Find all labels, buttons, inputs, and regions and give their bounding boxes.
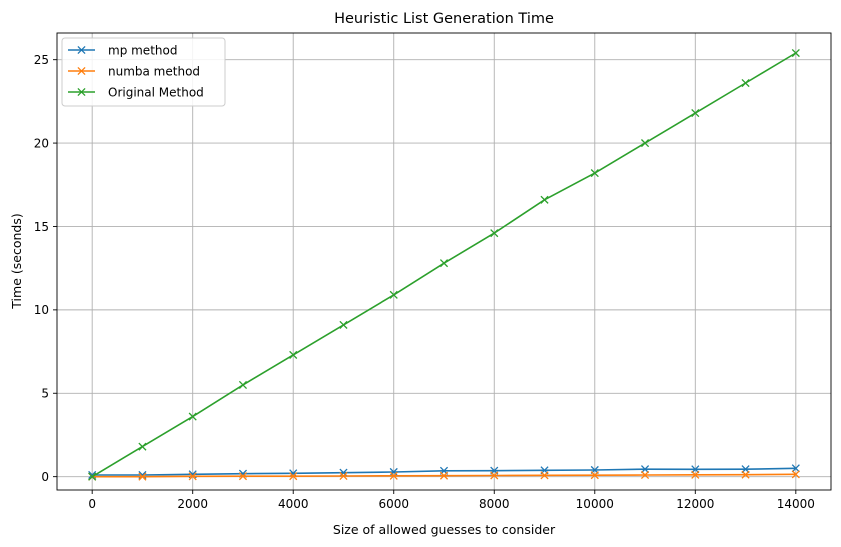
data-point bbox=[439, 471, 449, 480]
data-point bbox=[791, 470, 800, 479]
y-tick-label: 25 bbox=[34, 53, 49, 67]
legend-label: Original Method bbox=[108, 85, 204, 99]
y-tick-label: 10 bbox=[34, 303, 49, 317]
data-point bbox=[138, 472, 147, 481]
data-point bbox=[289, 472, 298, 481]
x-tick-label: 12000 bbox=[676, 497, 714, 511]
data-point bbox=[640, 470, 650, 480]
data-point bbox=[188, 412, 197, 421]
data-point bbox=[640, 139, 650, 148]
legend-swatch-marker bbox=[77, 66, 86, 76]
x-tick-label: 14000 bbox=[777, 497, 815, 511]
data-point bbox=[289, 350, 298, 359]
data-point bbox=[590, 169, 599, 178]
legend: mp method numba method Original Method bbox=[61, 37, 226, 107]
data-point bbox=[439, 259, 449, 268]
data-point bbox=[389, 290, 398, 299]
data-point bbox=[88, 472, 97, 481]
data-point bbox=[490, 229, 499, 238]
legend-swatch-marker bbox=[77, 45, 86, 55]
data-point bbox=[389, 471, 398, 480]
y-axis-label: Time (seconds) bbox=[9, 213, 24, 309]
legend-swatch-marker bbox=[77, 87, 86, 97]
data-point bbox=[389, 467, 398, 477]
y-tick-label: 20 bbox=[34, 136, 49, 150]
legend-label: numba method bbox=[108, 64, 200, 78]
legend-box bbox=[61, 37, 226, 107]
legend-label: mp method bbox=[108, 43, 177, 57]
chart-title: Heuristic List Generation Time bbox=[334, 11, 554, 27]
y-tick-label: 15 bbox=[34, 220, 49, 234]
data-point bbox=[540, 471, 549, 480]
data-point bbox=[791, 48, 800, 58]
legend-item: mp method bbox=[68, 43, 177, 57]
data-point bbox=[590, 471, 599, 480]
y-axis: 0 5 10 15 20 25 bbox=[34, 53, 57, 484]
data-point bbox=[691, 108, 700, 118]
x-tick-label: 8000 bbox=[479, 497, 510, 511]
data-point bbox=[791, 464, 800, 473]
data-point bbox=[188, 472, 197, 481]
x-tick-label: 10000 bbox=[576, 497, 614, 511]
data-point bbox=[741, 470, 750, 479]
x-axis-label: Size of allowed guesses to consider bbox=[333, 522, 556, 537]
x-tick-label: 0 bbox=[88, 497, 96, 511]
data-point bbox=[339, 320, 348, 329]
series-original-method bbox=[88, 48, 800, 481]
data-point bbox=[138, 442, 147, 451]
data-point bbox=[238, 380, 248, 389]
legend-item: Original Method bbox=[68, 85, 204, 99]
x-axis: 0 2000 4000 6000 8000 10000 12000 14000 bbox=[88, 490, 815, 511]
data-point bbox=[691, 470, 700, 479]
y-tick-label: 0 bbox=[41, 470, 49, 484]
legend-item: numba method bbox=[68, 64, 200, 78]
x-tick-label: 6000 bbox=[378, 497, 409, 511]
plot-frame bbox=[56, 32, 832, 491]
data-point bbox=[540, 195, 549, 204]
x-tick-label: 4000 bbox=[278, 497, 309, 511]
data-point bbox=[640, 465, 650, 474]
data-point bbox=[238, 472, 248, 481]
data-point bbox=[490, 471, 499, 480]
data-point bbox=[339, 471, 348, 481]
data-point bbox=[339, 468, 348, 477]
series-layer bbox=[88, 48, 800, 481]
x-tick-label: 2000 bbox=[177, 497, 208, 511]
legend-entries: mp method numba method Original Method bbox=[68, 43, 204, 99]
data-point bbox=[741, 78, 750, 88]
y-tick-label: 5 bbox=[41, 387, 49, 401]
